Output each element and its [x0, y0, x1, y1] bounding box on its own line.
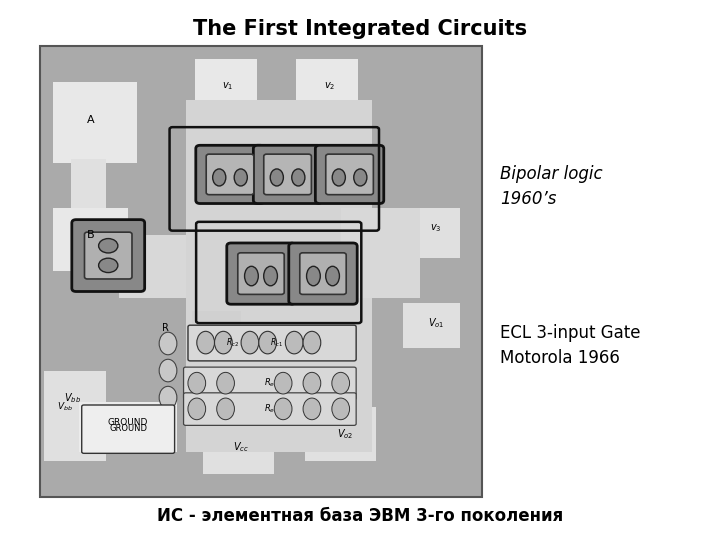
- Text: $R_{c2}$: $R_{c2}$: [225, 336, 239, 349]
- Ellipse shape: [188, 373, 206, 394]
- Bar: [53, 208, 128, 271]
- FancyBboxPatch shape: [325, 154, 374, 195]
- FancyBboxPatch shape: [253, 145, 322, 204]
- Text: $v_3$: $v_3$: [430, 222, 441, 234]
- Text: A: A: [86, 116, 94, 125]
- Ellipse shape: [234, 169, 248, 186]
- Ellipse shape: [332, 373, 350, 394]
- Bar: [341, 208, 420, 299]
- Ellipse shape: [274, 373, 292, 394]
- Text: $R_e$: $R_e$: [264, 377, 276, 389]
- Ellipse shape: [303, 398, 321, 420]
- Ellipse shape: [159, 359, 177, 382]
- Bar: [194, 59, 256, 127]
- Bar: [79, 402, 177, 451]
- Bar: [192, 310, 241, 326]
- Text: Bipolar logic
1960’s: Bipolar logic 1960’s: [500, 165, 603, 208]
- Bar: [53, 82, 137, 163]
- Ellipse shape: [264, 266, 277, 286]
- FancyBboxPatch shape: [184, 367, 356, 400]
- Ellipse shape: [197, 332, 215, 354]
- FancyBboxPatch shape: [184, 393, 356, 426]
- FancyBboxPatch shape: [84, 232, 132, 279]
- Bar: [297, 59, 359, 127]
- Text: $R_e$: $R_e$: [264, 403, 276, 415]
- FancyBboxPatch shape: [188, 325, 356, 361]
- Ellipse shape: [217, 373, 235, 394]
- Bar: [402, 208, 460, 258]
- Text: $v_2$: $v_2$: [324, 80, 336, 92]
- Ellipse shape: [325, 266, 339, 286]
- Ellipse shape: [258, 332, 276, 354]
- Text: $V_{bb}$: $V_{bb}$: [58, 400, 73, 413]
- Ellipse shape: [354, 169, 367, 186]
- Bar: [40, 46, 482, 497]
- Ellipse shape: [303, 332, 321, 354]
- Ellipse shape: [217, 398, 235, 420]
- Ellipse shape: [99, 258, 118, 273]
- Ellipse shape: [332, 398, 350, 420]
- Ellipse shape: [188, 398, 206, 420]
- Ellipse shape: [285, 332, 303, 354]
- Text: $R_{c1}$: $R_{c1}$: [270, 336, 283, 349]
- FancyBboxPatch shape: [300, 253, 346, 294]
- Ellipse shape: [159, 386, 177, 409]
- Text: ECL 3-input Gate
Motorola 1966: ECL 3-input Gate Motorola 1966: [500, 324, 641, 367]
- Bar: [71, 159, 106, 226]
- Text: B: B: [86, 230, 94, 240]
- Text: GROUND: GROUND: [109, 424, 147, 433]
- Text: ИС - элементная база ЭВМ 3-го поколения: ИС - элементная база ЭВМ 3-го поколения: [157, 507, 563, 525]
- Ellipse shape: [99, 239, 118, 253]
- FancyBboxPatch shape: [289, 243, 357, 304]
- FancyBboxPatch shape: [82, 405, 174, 454]
- Ellipse shape: [215, 332, 233, 354]
- Bar: [402, 303, 460, 348]
- Text: GROUND: GROUND: [108, 418, 148, 427]
- Text: R: R: [163, 323, 169, 333]
- Ellipse shape: [307, 266, 320, 286]
- Text: $V_{o1}$: $V_{o1}$: [428, 316, 444, 330]
- Text: $V_{bb}$: $V_{bb}$: [64, 391, 81, 404]
- Ellipse shape: [332, 169, 346, 186]
- Ellipse shape: [241, 332, 258, 354]
- Ellipse shape: [212, 169, 226, 186]
- Bar: [186, 100, 372, 451]
- FancyBboxPatch shape: [227, 243, 295, 304]
- Ellipse shape: [159, 332, 177, 355]
- Text: $V_{o2}$: $V_{o2}$: [337, 427, 354, 441]
- FancyBboxPatch shape: [72, 220, 145, 292]
- Bar: [204, 416, 274, 474]
- Bar: [305, 407, 376, 461]
- FancyBboxPatch shape: [238, 253, 284, 294]
- FancyBboxPatch shape: [315, 145, 384, 204]
- FancyBboxPatch shape: [264, 154, 311, 195]
- Ellipse shape: [245, 266, 258, 286]
- Bar: [120, 235, 420, 299]
- FancyBboxPatch shape: [196, 145, 264, 204]
- Ellipse shape: [292, 169, 305, 186]
- FancyBboxPatch shape: [206, 154, 254, 195]
- Ellipse shape: [270, 169, 284, 186]
- Text: The First Integrated Circuits: The First Integrated Circuits: [193, 19, 527, 39]
- Bar: [44, 370, 106, 461]
- Ellipse shape: [303, 373, 321, 394]
- Text: $v_1$: $v_1$: [222, 80, 233, 92]
- Ellipse shape: [274, 398, 292, 420]
- Text: $V_{cc}$: $V_{cc}$: [233, 440, 249, 454]
